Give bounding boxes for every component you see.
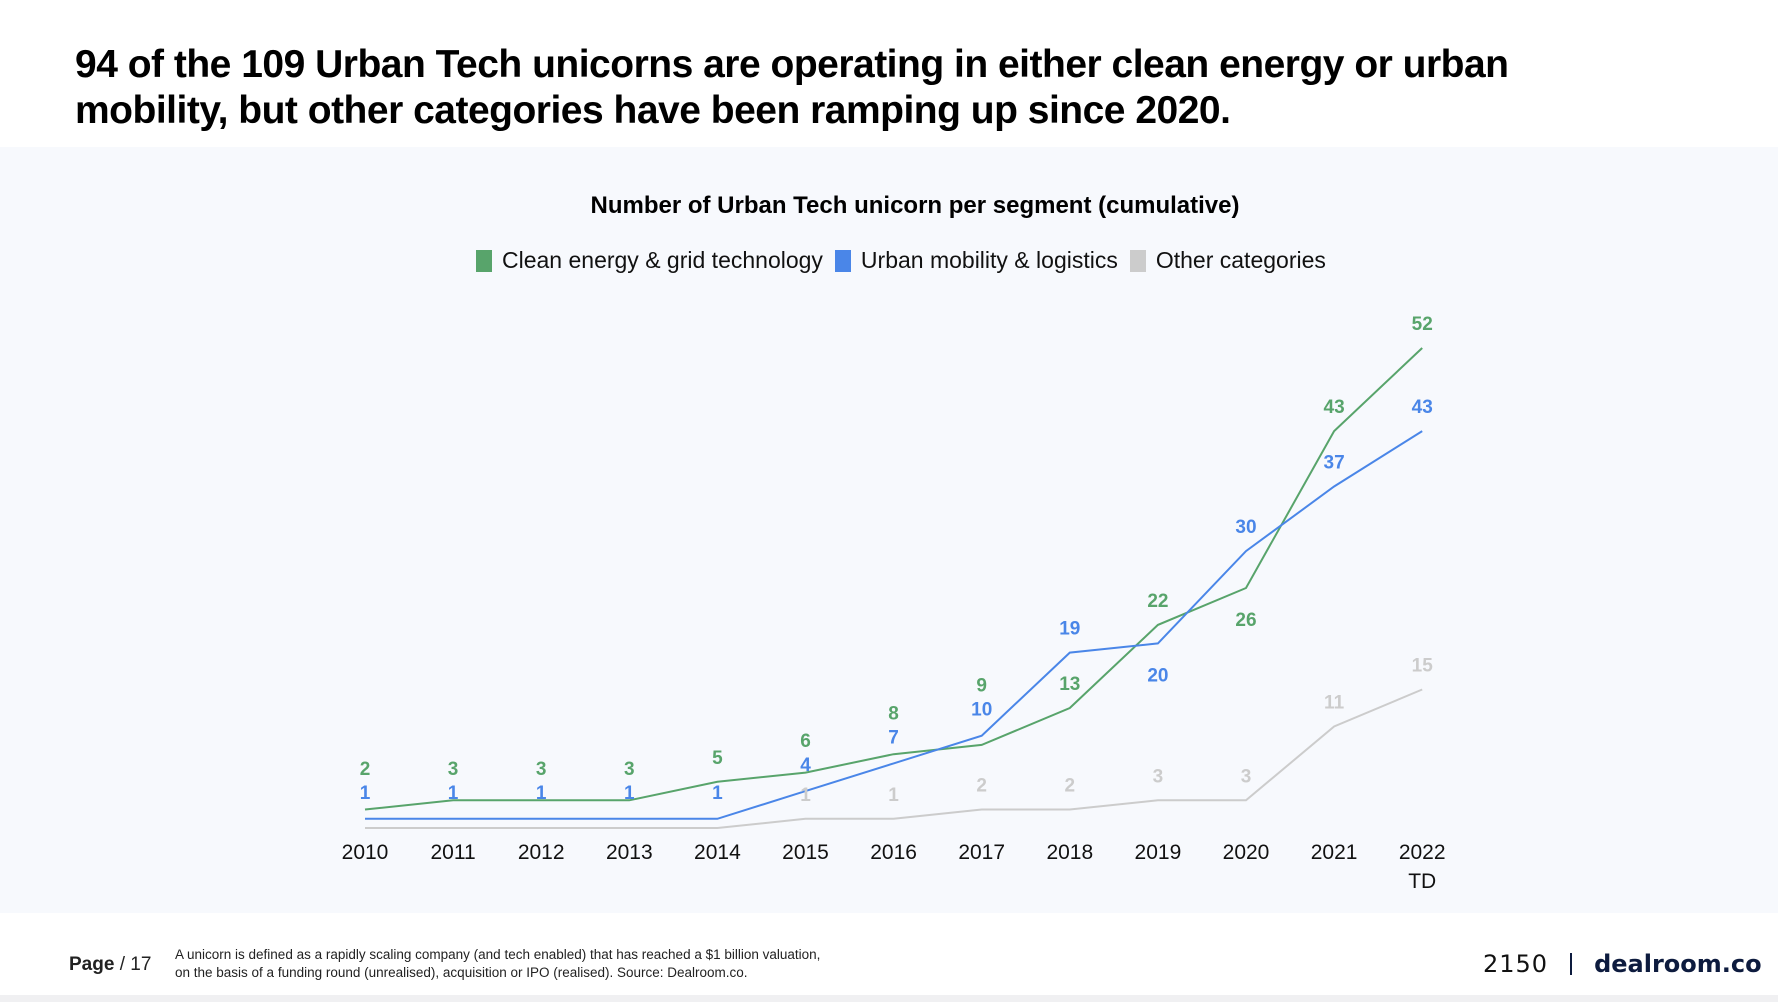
data-label-other-categories: 3 <box>1153 766 1164 787</box>
bottom-bar <box>0 995 1778 1002</box>
data-label-urban-mobility-logistics: 1 <box>360 783 371 804</box>
data-label-clean-energy-grid-technology: 26 <box>1235 610 1256 631</box>
chart-panel <box>0 147 1778 913</box>
page-number: / 17 <box>119 954 152 975</box>
legend-item-urban-mobility: Urban mobility & logistics <box>834 247 1118 274</box>
x-tick-label: 2010 <box>342 841 389 864</box>
chart-legend: Clean energy & grid technology Urban mob… <box>476 247 1338 274</box>
data-label-urban-mobility-logistics: 10 <box>971 700 992 721</box>
data-label-other-categories: 2 <box>1065 776 1076 797</box>
page-label: Page <box>69 954 115 975</box>
footnote-line-1: A unicorn is defined as a rapidly scalin… <box>175 947 821 962</box>
x-tick-label: 2020 <box>1223 841 1270 864</box>
data-label-urban-mobility-logistics: 19 <box>1059 619 1080 640</box>
data-label-other-categories: 1 <box>800 785 811 806</box>
x-tick-label: 2021 <box>1311 841 1358 864</box>
x-tick-label: 2011 <box>431 841 476 864</box>
x-tick-label: 2015 <box>782 841 829 864</box>
logo-divider <box>1570 953 1573 975</box>
data-label-urban-mobility-logistics: 1 <box>536 783 547 804</box>
data-label-clean-energy-grid-technology: 5 <box>712 748 723 769</box>
legend-swatch-other-categories <box>1129 249 1146 272</box>
data-label-clean-energy-grid-technology: 22 <box>1147 591 1168 612</box>
legend-label-clean-energy: Clean energy & grid technology <box>502 247 823 273</box>
x-tick-label: 2016 <box>870 841 917 864</box>
series-line-clean-energy-grid-technology <box>364 347 1423 811</box>
chart-title: Number of Urban Tech unicorn per segment… <box>590 192 1240 219</box>
data-label-urban-mobility-logistics: 7 <box>888 727 899 748</box>
x-tick-label: 2022 TD <box>1399 841 1446 893</box>
legend-swatch-urban-mobility <box>834 249 851 272</box>
footnote-line-2: on the basis of a funding round (unreali… <box>175 965 748 980</box>
data-label-urban-mobility-logistics: 1 <box>624 783 635 804</box>
data-label-urban-mobility-logistics: 30 <box>1235 517 1256 538</box>
x-tick-label: 2017 <box>958 841 1005 864</box>
series-line-other-categories <box>365 688 1423 829</box>
data-label-clean-energy-grid-technology: 6 <box>800 731 811 752</box>
page-indicator: Page / 17 <box>69 954 151 976</box>
data-label-other-categories: 2 <box>976 776 987 797</box>
x-tick-label: 2013 <box>606 841 653 864</box>
logo-2150: 2150 <box>1483 950 1549 978</box>
x-tick-label: 2012 <box>518 841 565 864</box>
series-line-urban-mobility-logistics <box>365 430 1423 820</box>
x-tick-label: 2018 <box>1046 841 1093 864</box>
headline-line-2: mobility, but other categories have been… <box>75 89 1231 132</box>
legend-item-clean-energy: Clean energy & grid technology <box>476 247 823 274</box>
footnote: A unicorn is defined as a rapidly scalin… <box>175 946 895 982</box>
legend-label-urban-mobility: Urban mobility & logistics <box>860 247 1118 273</box>
data-label-other-categories: 11 <box>1324 692 1345 713</box>
data-label-other-categories: 3 <box>1241 766 1252 787</box>
data-label-clean-energy-grid-technology: 2 <box>360 759 371 780</box>
x-tick-label: 2019 <box>1135 841 1182 864</box>
data-label-clean-energy-grid-technology: 13 <box>1059 674 1080 695</box>
data-label-other-categories: 15 <box>1412 656 1434 677</box>
data-label-clean-energy-grid-technology: 3 <box>536 759 547 780</box>
logo-dealroom: dealroom.co <box>1594 950 1762 978</box>
data-label-urban-mobility-logistics: 1 <box>712 783 723 804</box>
slide-headline: 94 of the 109 Urban Tech unicorns are op… <box>75 42 1635 134</box>
footer-logos: 2150 dealroom.co <box>1483 950 1762 978</box>
data-label-clean-energy-grid-technology: 43 <box>1324 397 1345 418</box>
legend-label-other-categories: Other categories <box>1155 247 1326 273</box>
data-label-clean-energy-grid-technology: 52 <box>1412 314 1433 335</box>
data-label-other-categories: 1 <box>888 785 899 806</box>
data-label-urban-mobility-logistics: 37 <box>1324 452 1345 473</box>
legend-item-other-categories: Other categories <box>1129 247 1326 274</box>
legend-swatch-clean-energy <box>476 249 492 272</box>
data-label-clean-energy-grid-technology: 8 <box>888 703 899 724</box>
headline-line-1: 94 of the 109 Urban Tech unicorns are op… <box>75 43 1509 86</box>
data-label-urban-mobility-logistics: 1 <box>448 783 459 804</box>
data-label-urban-mobility-logistics: 20 <box>1147 665 1168 686</box>
data-label-clean-energy-grid-technology: 9 <box>976 676 987 697</box>
data-label-urban-mobility-logistics: 4 <box>800 755 811 776</box>
data-label-clean-energy-grid-technology: 3 <box>624 759 635 780</box>
data-label-urban-mobility-logistics: 43 <box>1412 397 1433 418</box>
x-tick-label: 2014 <box>694 841 741 864</box>
data-label-clean-energy-grid-technology: 3 <box>448 759 459 780</box>
